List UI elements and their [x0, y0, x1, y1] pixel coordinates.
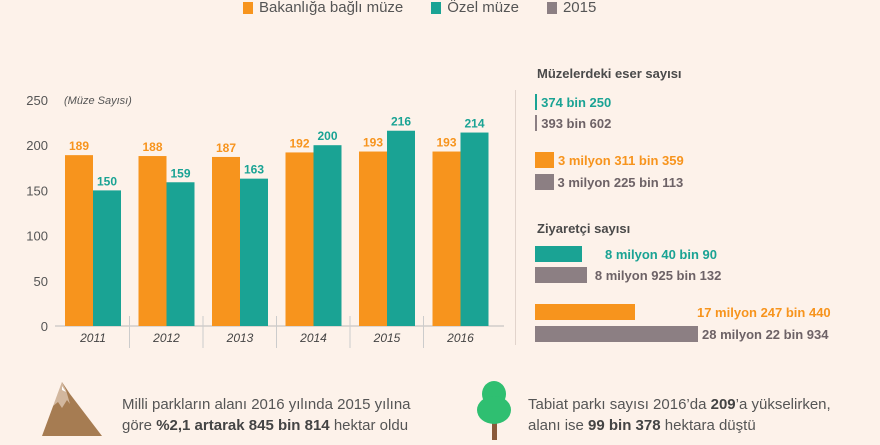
y-tick-label: 200 [26, 138, 48, 153]
x-tick-label: 2011 [79, 331, 106, 345]
x-tick-label: 2012 [152, 331, 180, 345]
text-line: Tabiat parkı sayısı 2016’da 209’a yüksel… [528, 396, 831, 413]
bar [313, 145, 342, 326]
y-tick-label: 100 [26, 229, 48, 244]
y-tick-label: 50 [34, 274, 48, 289]
legend: Bakanlığa bağlı müze Özel müze 2015 [243, 0, 596, 16]
value-bar [535, 304, 636, 320]
legend-item: Bakanlığa bağlı müze [243, 0, 403, 16]
value-row: 28 milyon 22 bin 934 [535, 326, 828, 342]
data-label: 187 [216, 141, 236, 155]
bar [240, 178, 268, 326]
legend-swatch [546, 2, 557, 14]
data-label: 150 [97, 174, 117, 188]
y-tick-label: 0 [41, 319, 48, 334]
tabiat-park-text: Tabiat parkı sayısı 2016’da 209’a yüksel… [528, 394, 831, 436]
data-label: 216 [391, 115, 411, 129]
value-row: 8 milyon 925 bin 132 [535, 267, 721, 283]
value-label: 17 milyon 247 bin 440 [696, 304, 831, 320]
value-row: 8 milyon 40 bin 90 [535, 246, 717, 262]
text-line: göre %2,1 artarak 845 bin 814 hektar old… [122, 417, 409, 434]
x-tick-label: 2015 [373, 331, 401, 345]
bar [460, 132, 489, 326]
bar [359, 151, 387, 326]
value-row: 374 bin 250 [535, 94, 611, 110]
data-label: 192 [289, 136, 309, 150]
value-bar [535, 115, 538, 131]
mountain-icon [40, 380, 104, 443]
value-bar [535, 246, 582, 262]
value-row: 393 bin 602 [535, 115, 611, 131]
y-tick-label: 250 [26, 93, 48, 108]
value-label: 8 milyon 925 bin 132 [594, 267, 722, 283]
x-tick-label: 2016 [446, 331, 474, 345]
legend-swatch [243, 2, 253, 14]
data-label: 189 [69, 139, 89, 153]
bar [212, 156, 240, 326]
milli-park-text: Milli parkların alanı 2016 yılında 2015 … [122, 394, 411, 436]
bar [93, 190, 121, 326]
data-label: 214 [464, 117, 484, 131]
value-bar [535, 94, 538, 110]
bar-chart: 0 50 100 150 200 250 (Müze Sayısı) 189 150 2011 18… [26, 93, 504, 348]
bar [285, 152, 314, 326]
y-tick-label: 150 [26, 183, 48, 198]
text-line: alanı ise 99 bin 378 hektara düştü [528, 417, 756, 434]
legend-label: Bakanlığa bağlı müze [259, 0, 404, 16]
bar [432, 151, 461, 326]
value-row: 17 milyon 247 bin 440 [535, 304, 831, 320]
data-label: 163 [244, 163, 264, 177]
bar [166, 182, 195, 326]
value-label: 8 milyon 40 bin 90 [604, 246, 717, 262]
data-label: 193 [363, 136, 383, 150]
value-row: 3 milyon 225 bin 113 [535, 174, 683, 190]
bar [138, 156, 167, 326]
value-label: 3 milyon 311 bin 359 [558, 152, 684, 168]
legend-item: Özel müze [431, 0, 519, 16]
value-label: 3 milyon 225 bin 113 [557, 174, 684, 190]
eser-title: Müzelerdeki eser sayısı [537, 66, 682, 81]
tree-icon [474, 380, 514, 445]
value-label: 28 milyon 22 bin 934 [702, 326, 829, 342]
text-line: Milli parkların alanı 2016 yılında 2015 … [122, 396, 411, 413]
legend-label: Özel müze [447, 0, 519, 16]
bar [65, 155, 93, 326]
x-tick-label: 2014 [299, 331, 327, 345]
data-label: 159 [170, 166, 190, 180]
bar [387, 130, 415, 326]
data-label: 193 [436, 136, 456, 150]
x-tick-label: 2013 [226, 331, 254, 345]
y-axis-label: (Müze Sayısı) [64, 95, 132, 107]
value-label: 374 bin 250 [541, 94, 612, 110]
legend-item: 2015 [546, 0, 597, 16]
ziyaretci-title: Ziyaretçi sayısı [537, 221, 631, 236]
legend-swatch [431, 2, 442, 14]
divider [515, 90, 516, 345]
value-bar [535, 174, 554, 190]
value-bar [535, 152, 554, 168]
data-label: 188 [142, 140, 162, 154]
value-row: 3 milyon 311 bin 359 [535, 152, 684, 168]
value-label: 393 bin 602 [541, 115, 612, 131]
value-bar [535, 326, 698, 342]
data-label: 200 [317, 129, 337, 143]
value-bar [535, 267, 587, 283]
legend-label: 2015 [562, 0, 597, 16]
